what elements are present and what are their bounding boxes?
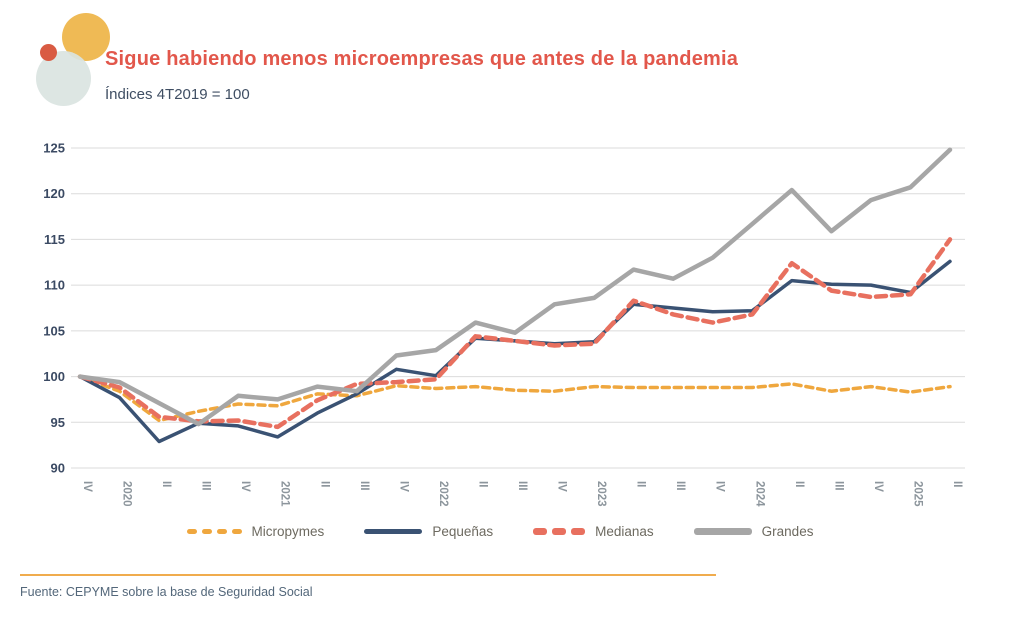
x-tick-20: IV — [872, 481, 884, 492]
x-tick-22: II — [951, 481, 963, 487]
footer-rule — [20, 574, 716, 576]
x-tick-17: 2024 — [753, 481, 765, 507]
x-tick-11: III — [516, 481, 528, 491]
legend-label-grandes: Grandes — [761, 524, 814, 539]
page-subtitle: Índices 4T2019 = 100 — [105, 86, 250, 103]
x-tick-2: II — [160, 481, 172, 487]
x-tick-1: 2020 — [121, 481, 133, 507]
y-tick-105: 105 — [43, 323, 65, 338]
x-tick-21: 2025 — [911, 481, 923, 507]
y-tick-115: 115 — [44, 232, 65, 247]
legend-label-micropymes: Micropymes — [251, 524, 325, 539]
series-line-medianas — [77, 237, 953, 430]
x-tick-0: IV — [81, 481, 93, 492]
legend-item-micropymes: Micropymes — [186, 524, 325, 539]
x-tick-15: III — [674, 481, 686, 491]
legend-item-medianas: Medianas — [533, 524, 654, 539]
x-tick-12: IV — [556, 481, 568, 492]
legend-line-sample-micropymes — [186, 529, 242, 534]
series-line-grandes — [77, 147, 953, 427]
x-tick-10: II — [476, 481, 488, 487]
x-tick-19: III — [832, 481, 844, 491]
x-tick-4: IV — [239, 481, 251, 492]
x-tick-16: IV — [714, 481, 726, 492]
x-tick-8: IV — [397, 481, 409, 492]
source-note: Fuente: CEPYME sobre la base de Segurida… — [20, 585, 313, 599]
legend-item-grandes: Grandes — [693, 524, 814, 539]
series-line-pequeñas — [78, 259, 952, 444]
legend-label-pequeñas: Pequeñas — [432, 524, 494, 539]
x-tick-7: III — [358, 481, 370, 491]
x-tick-9: 2022 — [437, 481, 449, 507]
y-tick-100: 100 — [43, 369, 65, 384]
line-chart: 90 95 100 105 110 115 120 125 IV 2020 II III IV 2021 I… — [25, 133, 985, 525]
x-tick-6: II — [318, 481, 330, 487]
y-tick-95: 95 — [51, 415, 65, 430]
x-tick-3: III — [200, 481, 212, 491]
legend-label-medianas: Medianas — [595, 524, 654, 539]
y-tick-90: 90 — [51, 461, 65, 476]
legend-line-sample-grandes — [693, 528, 752, 535]
logo — [0, 0, 120, 120]
y-tick-120: 120 — [43, 186, 65, 201]
legend-item-pequeñas: Pequeñas — [364, 524, 493, 539]
x-tick-13: 2023 — [595, 481, 607, 507]
page-title: Sigue habiendo menos microempresas que a… — [105, 48, 739, 70]
y-tick-125: 125 — [43, 141, 65, 156]
x-tick-18: II — [793, 481, 805, 487]
y-tick-110: 110 — [44, 278, 65, 293]
logo-red-dot — [40, 44, 57, 61]
chart-legend: Micropymes Pequeñas Medianas Grandes — [25, 524, 975, 539]
legend-line-sample-medianas — [533, 528, 586, 535]
x-tick-5: 2021 — [279, 481, 291, 507]
x-tick-14: II — [635, 481, 647, 487]
legend-line-sample-pequeñas — [364, 529, 423, 534]
